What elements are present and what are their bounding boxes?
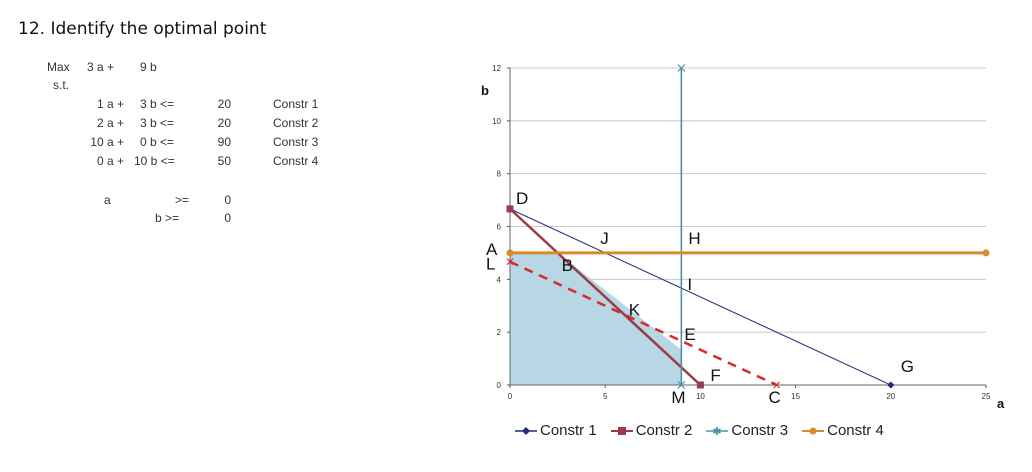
constraint-name: Constr 1 xyxy=(273,97,319,111)
point-label-f: F xyxy=(710,366,720,385)
point-label-a: A xyxy=(486,240,498,259)
y-tick-label: 0 xyxy=(497,381,502,390)
series-line-constr-2 xyxy=(509,207,702,386)
constraint-rhs: 90 xyxy=(217,135,231,149)
x-tick-label: 0 xyxy=(508,392,513,401)
constraint-rhs: 50 xyxy=(217,154,231,168)
constraint-b: 3 b <= xyxy=(140,116,175,130)
x-axis-title: a xyxy=(997,396,1005,411)
legend-label: Constr 1 xyxy=(540,422,597,439)
objective-b: 9 b xyxy=(140,60,157,74)
point-label-g: G xyxy=(901,357,914,376)
data-point-constr-4 xyxy=(982,249,990,257)
nonneg-rhs: 0 xyxy=(224,211,231,225)
x-tick-label: 25 xyxy=(982,392,991,401)
x-tick-label: 20 xyxy=(886,392,895,401)
legend-label: Constr 2 xyxy=(635,422,693,439)
objective-a: 3 a + xyxy=(87,60,115,74)
constraint-a: 1 a + xyxy=(96,97,124,111)
constraint-a: 2 a + xyxy=(96,116,124,130)
point-label-d: D xyxy=(516,189,528,208)
constraint-a: 10 a + xyxy=(90,135,124,149)
constraint-rhs: 20 xyxy=(217,116,231,130)
y-tick-label: 4 xyxy=(497,275,502,284)
axes: 0 2 4 6 8 10 12 0 5 10 15 20 25 xyxy=(492,64,991,401)
constraint-b: 10 b <= xyxy=(134,154,175,168)
y-tick-label: 12 xyxy=(492,64,501,73)
legend-item-constr-2: Constr 2 xyxy=(610,422,693,439)
feasible-region-fill xyxy=(510,252,682,385)
x-tick-label: 10 xyxy=(696,392,705,401)
objective-label: Max xyxy=(47,60,70,74)
constraint-name: Constr 3 xyxy=(273,135,319,149)
chart-legend: Constr 1 Constr 2 ✱ Constr 3 Constr 4 xyxy=(515,422,884,439)
legend-marker-circle-icon xyxy=(802,427,825,434)
point-label-m: M xyxy=(671,388,685,407)
legend-marker-diamond-icon xyxy=(515,426,537,435)
st-label: s.t. xyxy=(53,78,70,92)
y-tick-label: 10 xyxy=(492,117,501,126)
nonneg-op: >= xyxy=(175,193,190,207)
legend-item-constr-4: Constr 4 xyxy=(802,422,884,439)
objective-line xyxy=(509,260,778,387)
data-point-constr-4 xyxy=(506,249,514,257)
constraint-a: 0 a + xyxy=(96,154,124,168)
data-point-constr-3 xyxy=(677,64,686,72)
legend-label: Constr 4 xyxy=(827,422,884,439)
nonneg-var: a xyxy=(104,193,111,207)
legend-item-constr-1: Constr 1 xyxy=(515,422,597,439)
nonneg-var: b >= xyxy=(155,211,180,225)
objective-point xyxy=(506,258,514,266)
y-tick-label: 6 xyxy=(497,223,502,232)
point-label-i: I xyxy=(687,275,692,294)
data-point-constr-3 xyxy=(677,381,686,389)
y-tick-label: 8 xyxy=(497,170,502,179)
point-label-c: C xyxy=(769,388,781,407)
constraint-name: Constr 2 xyxy=(273,116,319,130)
data-point-constr-2 xyxy=(506,205,514,213)
point-label-j: J xyxy=(600,229,609,248)
objective-point xyxy=(773,381,780,389)
nonneg-rhs: 0 xyxy=(224,193,231,207)
x-tick-label: 5 xyxy=(603,392,608,401)
constraint-name: Constr 4 xyxy=(273,154,319,168)
point-label-l: L xyxy=(486,255,495,274)
legend-label: Constr 3 xyxy=(731,422,789,439)
legend-marker-square-icon xyxy=(610,426,633,435)
constraint-b: 3 b <= xyxy=(140,97,175,111)
feasible-region xyxy=(510,252,682,385)
svg-text:✱: ✱ xyxy=(713,426,722,436)
series-line-constr-1 xyxy=(509,208,892,386)
page-title: 12. Identify the optimal point xyxy=(18,19,267,39)
constraint-rhs: 20 xyxy=(217,97,231,111)
point-label-h: H xyxy=(688,229,700,248)
x-tick-label: 15 xyxy=(791,392,800,401)
y-tick-label: 2 xyxy=(497,328,502,337)
data-point-constr-1 xyxy=(887,381,895,389)
point-labels: D J H AL B I K E F G M C xyxy=(486,189,914,407)
legend-marker-star-icon: ✱ xyxy=(706,426,729,436)
data-point-constr-2 xyxy=(696,381,704,389)
point-label-b: B xyxy=(562,256,573,275)
constraint-b: 0 b <= xyxy=(140,135,175,149)
point-label-k: K xyxy=(629,300,641,319)
series-lines xyxy=(506,64,990,389)
point-label-e: E xyxy=(684,325,695,344)
y-axis-title: b xyxy=(481,83,489,98)
legend-item-constr-3: ✱ Constr 3 xyxy=(706,422,788,439)
